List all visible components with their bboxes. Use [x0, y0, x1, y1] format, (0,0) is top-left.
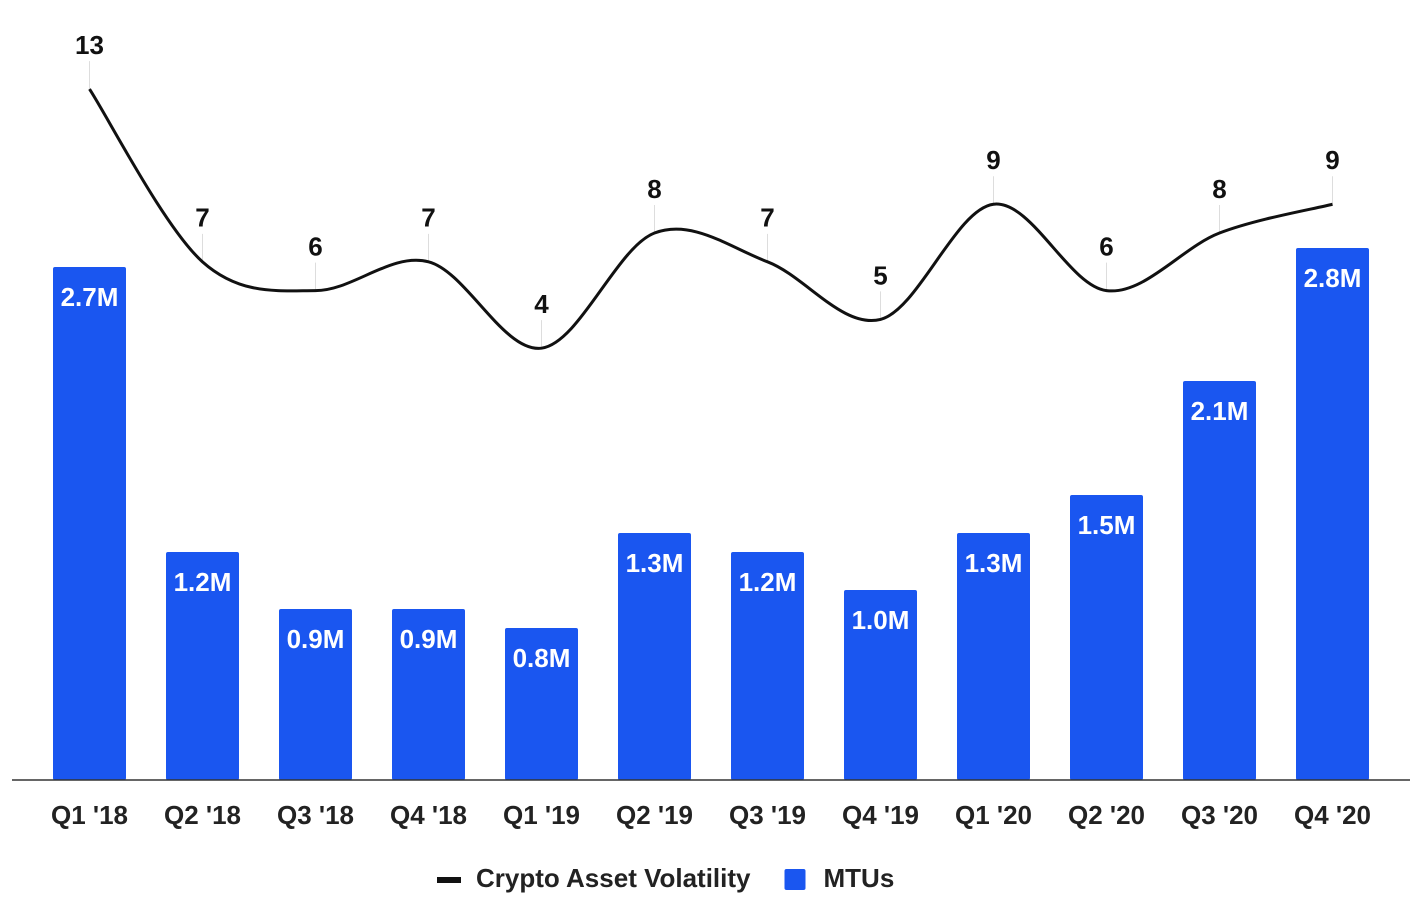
- bar-value-label: 2.1M: [1191, 396, 1249, 426]
- legend-swatch: [784, 869, 806, 890]
- line-value-label: 9: [1325, 145, 1339, 175]
- bar: [392, 609, 465, 780]
- x-tick-label: Q3 '18: [277, 800, 354, 830]
- legend-label: Crypto Asset Volatility: [476, 863, 751, 893]
- bar-value-label: 1.5M: [1078, 510, 1136, 540]
- line-value-label: 5: [873, 260, 887, 290]
- line-value-label: 8: [1212, 174, 1226, 204]
- x-tick-label: Q1 '20: [955, 800, 1032, 830]
- x-tick-label: Q3 '19: [729, 800, 806, 830]
- bar: [1296, 248, 1369, 780]
- line-value-label: 6: [1099, 231, 1113, 261]
- bar: [505, 628, 578, 780]
- x-tick-label: Q3 '20: [1181, 800, 1258, 830]
- line-value-label: 7: [760, 203, 774, 233]
- legend-label: MTUs: [824, 863, 895, 893]
- line-value-label: 7: [195, 203, 209, 233]
- bar: [279, 609, 352, 780]
- x-tick-label: Q1 '19: [503, 800, 580, 830]
- x-tick-label: Q2 '20: [1068, 800, 1145, 830]
- bar-value-label: 1.3M: [965, 548, 1023, 578]
- line-value-label: 7: [421, 203, 435, 233]
- bar-value-label: 1.0M: [852, 605, 910, 635]
- x-tick-label: Q2 '19: [616, 800, 693, 830]
- bar-value-label: 2.7M: [61, 282, 119, 312]
- bar: [53, 267, 126, 780]
- bar: [618, 533, 691, 780]
- x-tick-label: Q4 '18: [390, 800, 467, 830]
- line-value-label: 9: [986, 145, 1000, 175]
- x-tick-label: Q4 '20: [1294, 800, 1371, 830]
- bar: [1183, 381, 1256, 780]
- bar-value-label: 0.8M: [513, 643, 571, 673]
- bar-value-label: 1.2M: [739, 567, 797, 597]
- bar: [1070, 495, 1143, 780]
- bar-value-label: 2.8M: [1304, 263, 1362, 293]
- bar-value-label: 0.9M: [400, 624, 458, 654]
- bar: [957, 533, 1030, 780]
- line: [88, 88, 1333, 350]
- legend-swatch: [437, 877, 461, 883]
- x-tick-label: Q4 '19: [842, 800, 919, 830]
- line-value-label: 13: [75, 30, 104, 60]
- line-value-label: 6: [308, 231, 322, 261]
- bar: [166, 552, 239, 780]
- bar-value-label: 0.9M: [287, 624, 345, 654]
- line-value-label: 8: [647, 174, 661, 204]
- x-tick-label: Q1 '18: [51, 800, 128, 830]
- bar-value-label: 1.2M: [174, 567, 232, 597]
- x-tick-label: Q2 '18: [164, 800, 241, 830]
- line-value-label: 4: [534, 289, 549, 319]
- bar: [731, 552, 804, 780]
- bar: [844, 590, 917, 780]
- bar-value-label: 1.3M: [626, 548, 684, 578]
